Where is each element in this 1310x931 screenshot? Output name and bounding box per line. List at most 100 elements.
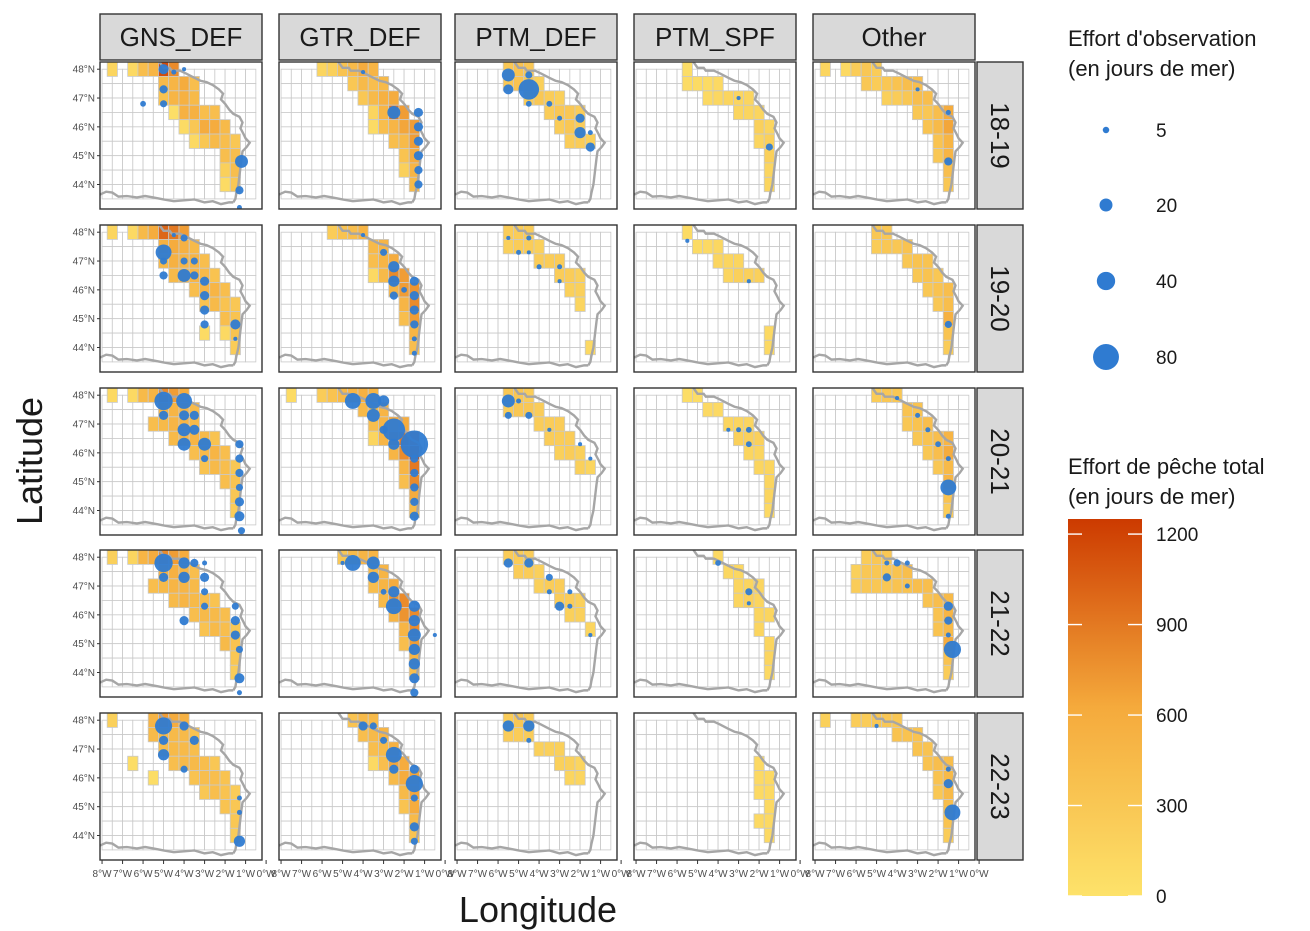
grid-cell	[497, 289, 509, 305]
y-tick-label: 48°N	[73, 228, 95, 239]
observation-point	[588, 632, 593, 638]
grid-cell	[528, 140, 540, 157]
grid-cell	[656, 112, 668, 128]
grid-cell	[456, 614, 468, 630]
size-legend-dot	[1099, 198, 1113, 212]
grid-cell	[424, 734, 436, 750]
y-tick-label: 45°N	[73, 477, 95, 488]
grid-cell	[876, 481, 888, 497]
grid-cell	[518, 140, 530, 157]
grid-cell	[635, 246, 647, 262]
grid-cell	[456, 332, 468, 348]
grid-cell	[311, 83, 323, 99]
grid-cell	[466, 332, 478, 348]
grid-cell	[193, 169, 205, 185]
grid-cell	[466, 394, 478, 411]
effort-cell	[681, 225, 693, 240]
grid-cell	[424, 260, 436, 276]
observation-point	[199, 291, 210, 301]
grid-cell	[372, 466, 384, 483]
grid-cell	[311, 112, 323, 128]
grid-cell	[424, 169, 436, 185]
effort-cell	[733, 104, 745, 121]
grid-cell	[845, 466, 857, 483]
grid-cell	[779, 423, 791, 439]
grid-cell	[686, 318, 698, 334]
grid-cell	[855, 452, 867, 468]
grid-cell	[645, 495, 657, 511]
effort-cell	[763, 339, 775, 356]
effort-cell	[316, 388, 328, 403]
size-legend-dot	[1096, 271, 1116, 291]
effort-cell	[932, 445, 944, 461]
grid-cell	[122, 155, 134, 171]
grid-cell	[280, 318, 292, 334]
grid-cell	[645, 409, 657, 425]
grid-cell	[717, 155, 729, 171]
grid-cell	[101, 466, 113, 483]
observation-point	[407, 628, 421, 642]
grid-cell	[600, 481, 612, 497]
grid-cell	[548, 140, 560, 157]
grid-cell	[958, 600, 970, 616]
x-tick-label: 8°W	[272, 869, 292, 880]
effort-cell	[219, 799, 231, 815]
grid-cell	[676, 169, 688, 185]
grid-cell	[477, 452, 489, 468]
grid-cell	[676, 495, 688, 511]
grid-cell	[193, 481, 205, 497]
grid-cell	[352, 184, 364, 200]
grid-cell	[487, 155, 499, 171]
facet-label: 18-19	[985, 102, 1015, 169]
effort-cell	[554, 755, 566, 772]
grid-cell	[101, 614, 113, 630]
grid-cell	[362, 600, 374, 616]
coastline-spain	[455, 190, 589, 206]
grid-cell	[497, 628, 509, 645]
grid-cell	[331, 763, 343, 779]
grid-cell	[342, 140, 354, 157]
grid-cell	[477, 423, 489, 439]
grid-cell	[352, 806, 364, 822]
grid-cell	[111, 614, 123, 630]
observation-point	[236, 205, 242, 209]
grid-cell	[132, 112, 144, 128]
grid-cell	[487, 423, 499, 439]
grid-cell	[163, 628, 175, 645]
grid-cell	[686, 657, 698, 673]
grid-cell	[280, 495, 292, 511]
grid-cell	[362, 628, 374, 645]
grid-cell	[635, 423, 647, 439]
observation-point	[432, 632, 437, 638]
grid-cell	[280, 423, 292, 439]
effort-cell	[209, 607, 221, 623]
grid-cell	[727, 481, 739, 497]
grid-cell	[917, 347, 929, 363]
grid-cell	[814, 556, 826, 573]
grid-cell	[758, 556, 770, 573]
grid-cell	[814, 657, 826, 673]
grid-cell	[686, 777, 698, 793]
grid-cell	[958, 155, 970, 171]
grid-cell	[548, 289, 560, 305]
grid-cell	[383, 466, 395, 483]
grid-cell	[814, 600, 826, 616]
grid-cell	[331, 719, 343, 736]
grid-cell	[814, 791, 826, 808]
grid-cell	[686, 126, 698, 142]
observation-point	[230, 630, 240, 640]
grid-cell	[352, 140, 364, 157]
grid-cell	[311, 318, 323, 334]
effort-cell	[127, 755, 139, 772]
grid-cell	[383, 806, 395, 822]
grid-cell	[779, 409, 791, 425]
grid-cell	[779, 510, 791, 526]
grid-cell	[635, 169, 647, 185]
grid-cell	[748, 719, 760, 736]
grid-cell	[886, 452, 898, 468]
effort-cell	[922, 755, 934, 772]
grid-cell	[855, 466, 867, 483]
grid-cell	[352, 303, 364, 320]
grid-cell	[656, 556, 668, 573]
grid-cell	[321, 556, 333, 573]
